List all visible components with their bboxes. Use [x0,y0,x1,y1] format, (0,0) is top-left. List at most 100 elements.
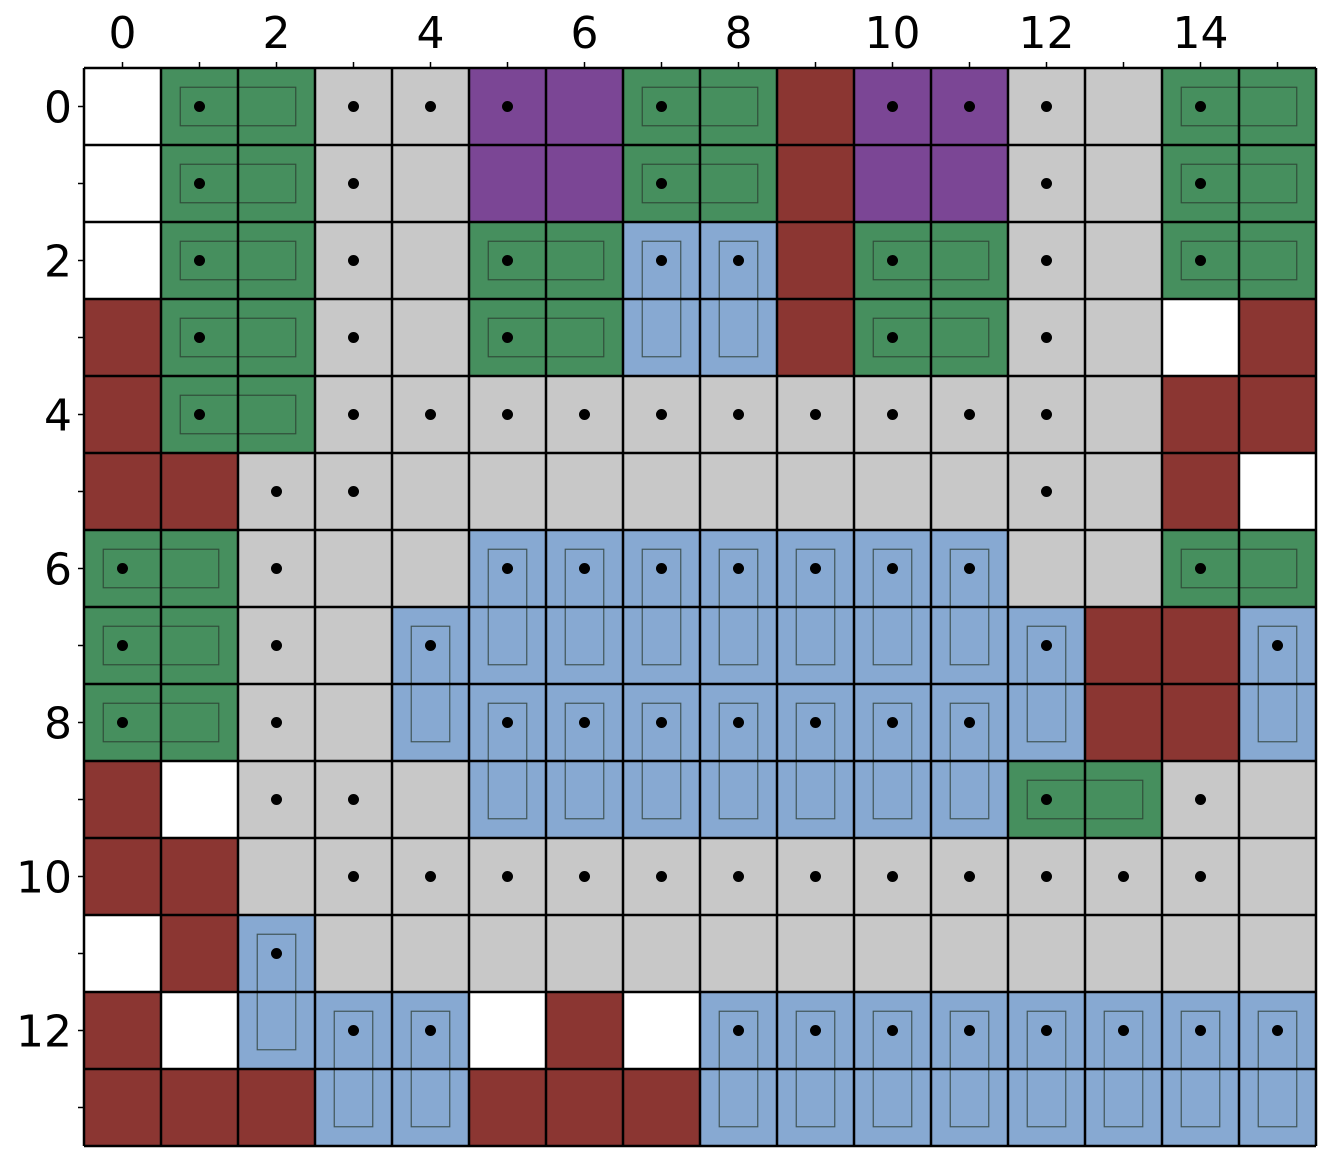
cell-floor [777,453,854,530]
cell-dot [656,255,667,266]
cell-vertical-piece [1008,1069,1085,1146]
cell-dot [348,101,359,112]
cell-vertical-piece [854,761,931,838]
cell-vertical-piece [315,1069,392,1146]
cell-dot [1041,486,1052,497]
cell-dot [579,871,590,882]
x-tick-label: 8 [725,8,753,59]
cell-vertical-piece [392,684,469,761]
cell-dot [502,332,513,343]
x-tick-label: 2 [263,8,291,59]
cell-dot [887,871,898,882]
cell-dot [964,1025,975,1036]
cell-floor [1085,376,1162,453]
y-tick-label: 10 [16,853,72,904]
cell-dot [887,1025,898,1036]
cell-floor [392,453,469,530]
cell-dot [810,1025,821,1036]
cell-dot [964,717,975,728]
cell-dot [810,871,821,882]
cell-floor [623,453,700,530]
cell-wall [84,992,161,1069]
cell-empty [161,761,238,838]
cell-horizontal-piece [1085,761,1162,838]
cell-dot [964,409,975,420]
cell-dot [887,332,898,343]
gridlines-layer [82,66,1318,1148]
y-tick-label: 0 [44,83,72,134]
cell-vertical-piece [854,1069,931,1146]
cell-floor [1008,915,1085,992]
cell-vertical-piece [700,1069,777,1146]
cell-dot [117,717,128,728]
cell-dot [271,717,282,728]
cell-dot [502,871,513,882]
cell-horizontal-piece [1239,222,1316,299]
cell-floor [392,145,469,222]
cell-wall [1162,453,1239,530]
cell-floor [1239,838,1316,915]
cell-dot [1041,332,1052,343]
cell-dot [733,717,744,728]
cell-vertical-piece [777,607,854,684]
cell-vertical-piece [1085,1069,1162,1146]
cell-dot [194,332,205,343]
cell-wall [161,453,238,530]
cell-dot [1195,178,1206,189]
cell-vertical-piece [623,607,700,684]
cell-dot [733,255,744,266]
cell-dot [887,563,898,574]
cell-floor [854,453,931,530]
cell-horizontal-piece [700,68,777,145]
cell-vertical-piece [469,607,546,684]
cell-floor [546,453,623,530]
cell-floor [392,222,469,299]
cell-floor [854,915,931,992]
cell-dot [656,101,667,112]
cell-vertical-piece [546,761,623,838]
cell-dot [1195,255,1206,266]
cell-wall [238,1069,315,1146]
cell-dot [887,101,898,112]
cell-dot [425,409,436,420]
cell-horizontal-piece [546,299,623,376]
cell-horizontal-piece [238,145,315,222]
cell-dot [271,563,282,574]
cell-horizontal-piece [238,299,315,376]
cell-dot [1041,1025,1052,1036]
cell-vertical-piece [1239,684,1316,761]
cell-dot [1195,101,1206,112]
cell-dot [656,871,667,882]
cell-wall [546,1069,623,1146]
cell-wall [623,1069,700,1146]
y-tick-label: 6 [44,545,72,596]
cell-wall [1162,607,1239,684]
cell-dot [733,871,744,882]
cell-floor [315,530,392,607]
cell-dot [1195,794,1206,805]
cell-dot [348,871,359,882]
cell-wall [777,145,854,222]
cell-horizontal-piece [238,222,315,299]
cell-wall [777,68,854,145]
cell-horizontal-piece [238,376,315,453]
cell-wall [84,761,161,838]
cell-dot [117,640,128,651]
x-tick-label: 4 [417,8,445,59]
cell-empty [84,915,161,992]
cell-vertical-piece [1239,1069,1316,1146]
cell-dot [733,563,744,574]
cell-dot [348,486,359,497]
cell-wall [469,1069,546,1146]
cell-dot [502,101,513,112]
cell-horizontal-piece [931,222,1008,299]
cell-dot [1118,1025,1129,1036]
cell-dot [425,101,436,112]
cell-floor [238,838,315,915]
cell-floor [469,915,546,992]
cell-horizontal-piece [1239,68,1316,145]
cell-floor [700,453,777,530]
cell-dot [194,409,205,420]
cell-vertical-piece [238,992,315,1069]
cell-floor [1085,222,1162,299]
